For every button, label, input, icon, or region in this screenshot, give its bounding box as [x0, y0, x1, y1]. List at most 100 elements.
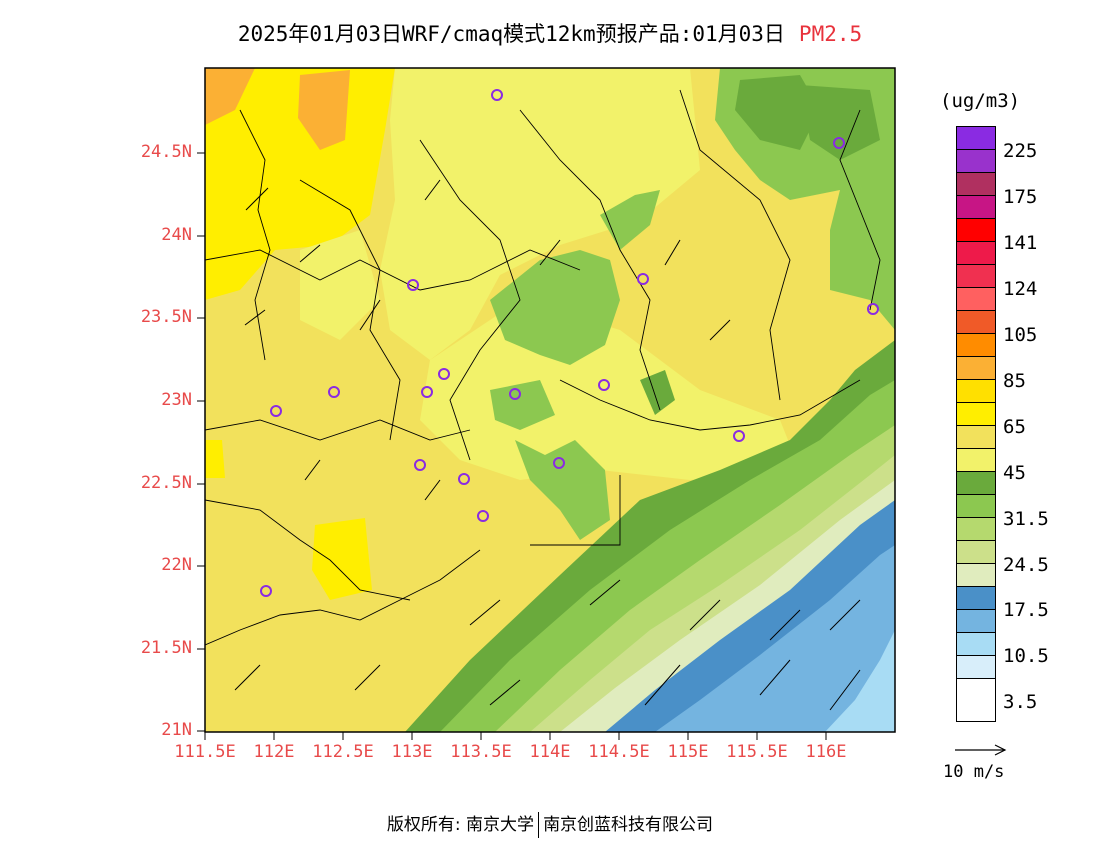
station-marker [833, 137, 845, 149]
zone-45-west-patch [300, 230, 380, 340]
wind-arrow [469, 599, 501, 626]
station-marker [458, 473, 470, 485]
legend-swatch [957, 173, 995, 196]
legend-swatch [957, 472, 995, 495]
station-marker [260, 585, 272, 597]
zone-31-pearl-river [490, 380, 555, 430]
lat-tick-label: 23N [161, 390, 192, 410]
legend-swatch [957, 311, 995, 334]
legend-swatch [957, 541, 995, 564]
zone-31-central-dot [640, 370, 675, 415]
legend-swatch [957, 380, 995, 403]
boundary-line [205, 249, 581, 291]
zone-sea-blue [655, 545, 895, 732]
footer-right: 南京创蓝科技有限公司 [543, 815, 714, 835]
station-marker [438, 368, 450, 380]
boundary-line [519, 109, 661, 411]
legend-label: 105 [1003, 324, 1038, 346]
wind-arrow [539, 239, 561, 266]
footer-left: 版权所有: 南京大学 [386, 815, 535, 835]
zone-85-plus-corner [205, 68, 255, 125]
wind-arrow [769, 609, 801, 641]
legend-label: 65 [1003, 416, 1026, 438]
boundary-line [205, 419, 471, 441]
copyright-footer: 版权所有: 南京大学 南京创蓝科技有限公司 [0, 810, 1100, 838]
wind-arrow [709, 319, 731, 341]
zone-31-shenzhen [515, 440, 610, 540]
wind-arrow [424, 179, 441, 201]
station-marker [414, 459, 426, 471]
zone-65-85-west-edge [205, 440, 225, 478]
station-marker [553, 457, 565, 469]
wind-vectors [234, 179, 861, 711]
legend-swatch [957, 495, 995, 518]
legend-swatch [957, 679, 995, 702]
lon-tick-label: 116E [805, 742, 847, 762]
boundary-line [839, 109, 881, 311]
legend-label: 85 [1003, 370, 1026, 392]
station-marker [407, 279, 419, 291]
lon-tick-label: 115.5E [726, 742, 788, 762]
legend-swatch [957, 357, 995, 380]
legend-swatch [957, 518, 995, 541]
wind-arrow [245, 187, 269, 211]
station-marker [421, 386, 433, 398]
legend-swatch [957, 288, 995, 311]
legend-label: 24.5 [1003, 554, 1049, 576]
station-marker [328, 386, 340, 398]
zone-31-central-north [600, 190, 660, 250]
wind-arrow [829, 669, 861, 711]
legend-label: 10.5 [1003, 645, 1049, 667]
legend-label: 3.5 [1003, 691, 1038, 713]
legend-swatch [957, 564, 995, 587]
legend-label: 124 [1003, 278, 1038, 300]
wind-arrow [299, 244, 321, 263]
station-marker [867, 303, 879, 315]
pm25-field [205, 68, 895, 732]
pollutant-label: PM2.5 [798, 22, 863, 46]
zone-65-85-south-west [312, 518, 372, 600]
lon-tick-label: 112.5E [312, 742, 374, 762]
county-boundaries [205, 89, 881, 646]
wind-arrow [759, 659, 791, 696]
wind-arrow [424, 479, 441, 501]
legend-label: 31.5 [1003, 508, 1049, 530]
zone-45-north [380, 68, 700, 360]
title-main: 2025年01月03日WRF/cmaq模式12km预报产品:01月03日 [237, 22, 785, 46]
lon-tick-label: 112E [253, 742, 295, 762]
wind-arrow [644, 664, 681, 706]
hong-kong-box [530, 475, 621, 546]
lon-tick-label: 114.5E [588, 742, 650, 762]
legend-swatch [957, 150, 995, 173]
station-marker [598, 379, 610, 391]
zone-31-central-patch [490, 250, 620, 365]
station-marker [491, 89, 503, 101]
wind-arrow [244, 309, 266, 326]
legend-colorbar [956, 126, 996, 722]
lat-tick-label: 22N [161, 555, 192, 575]
legend-swatch [957, 403, 995, 426]
legend-swatch [957, 127, 995, 150]
legend-label: 141 [1003, 232, 1038, 254]
boundary-line [419, 139, 521, 461]
wind-arrow [829, 599, 861, 631]
monitoring-stations [260, 89, 879, 597]
wind-arrow [664, 239, 681, 266]
legend-swatch [957, 587, 995, 610]
zone-sea-light-blue [825, 630, 895, 732]
lat-tick-label: 24.5N [140, 142, 192, 162]
boundary-line [205, 499, 411, 601]
lat-tick-label: 24N [161, 225, 192, 245]
zone-dark-green-north-east-2 [800, 85, 880, 160]
lon-tick-label: 113E [391, 742, 433, 762]
lat-tick-label: 23.5N [140, 307, 192, 327]
zone-85-plus-north [298, 70, 350, 150]
legend-label: 225 [1003, 140, 1038, 162]
lon-tick-label: 114E [529, 742, 571, 762]
legend-swatch [957, 334, 995, 357]
zone-65-85-north-west [205, 68, 395, 300]
legend-swatch [957, 242, 995, 265]
wind-arrow [234, 664, 261, 691]
legend-label: 45 [1003, 462, 1026, 484]
